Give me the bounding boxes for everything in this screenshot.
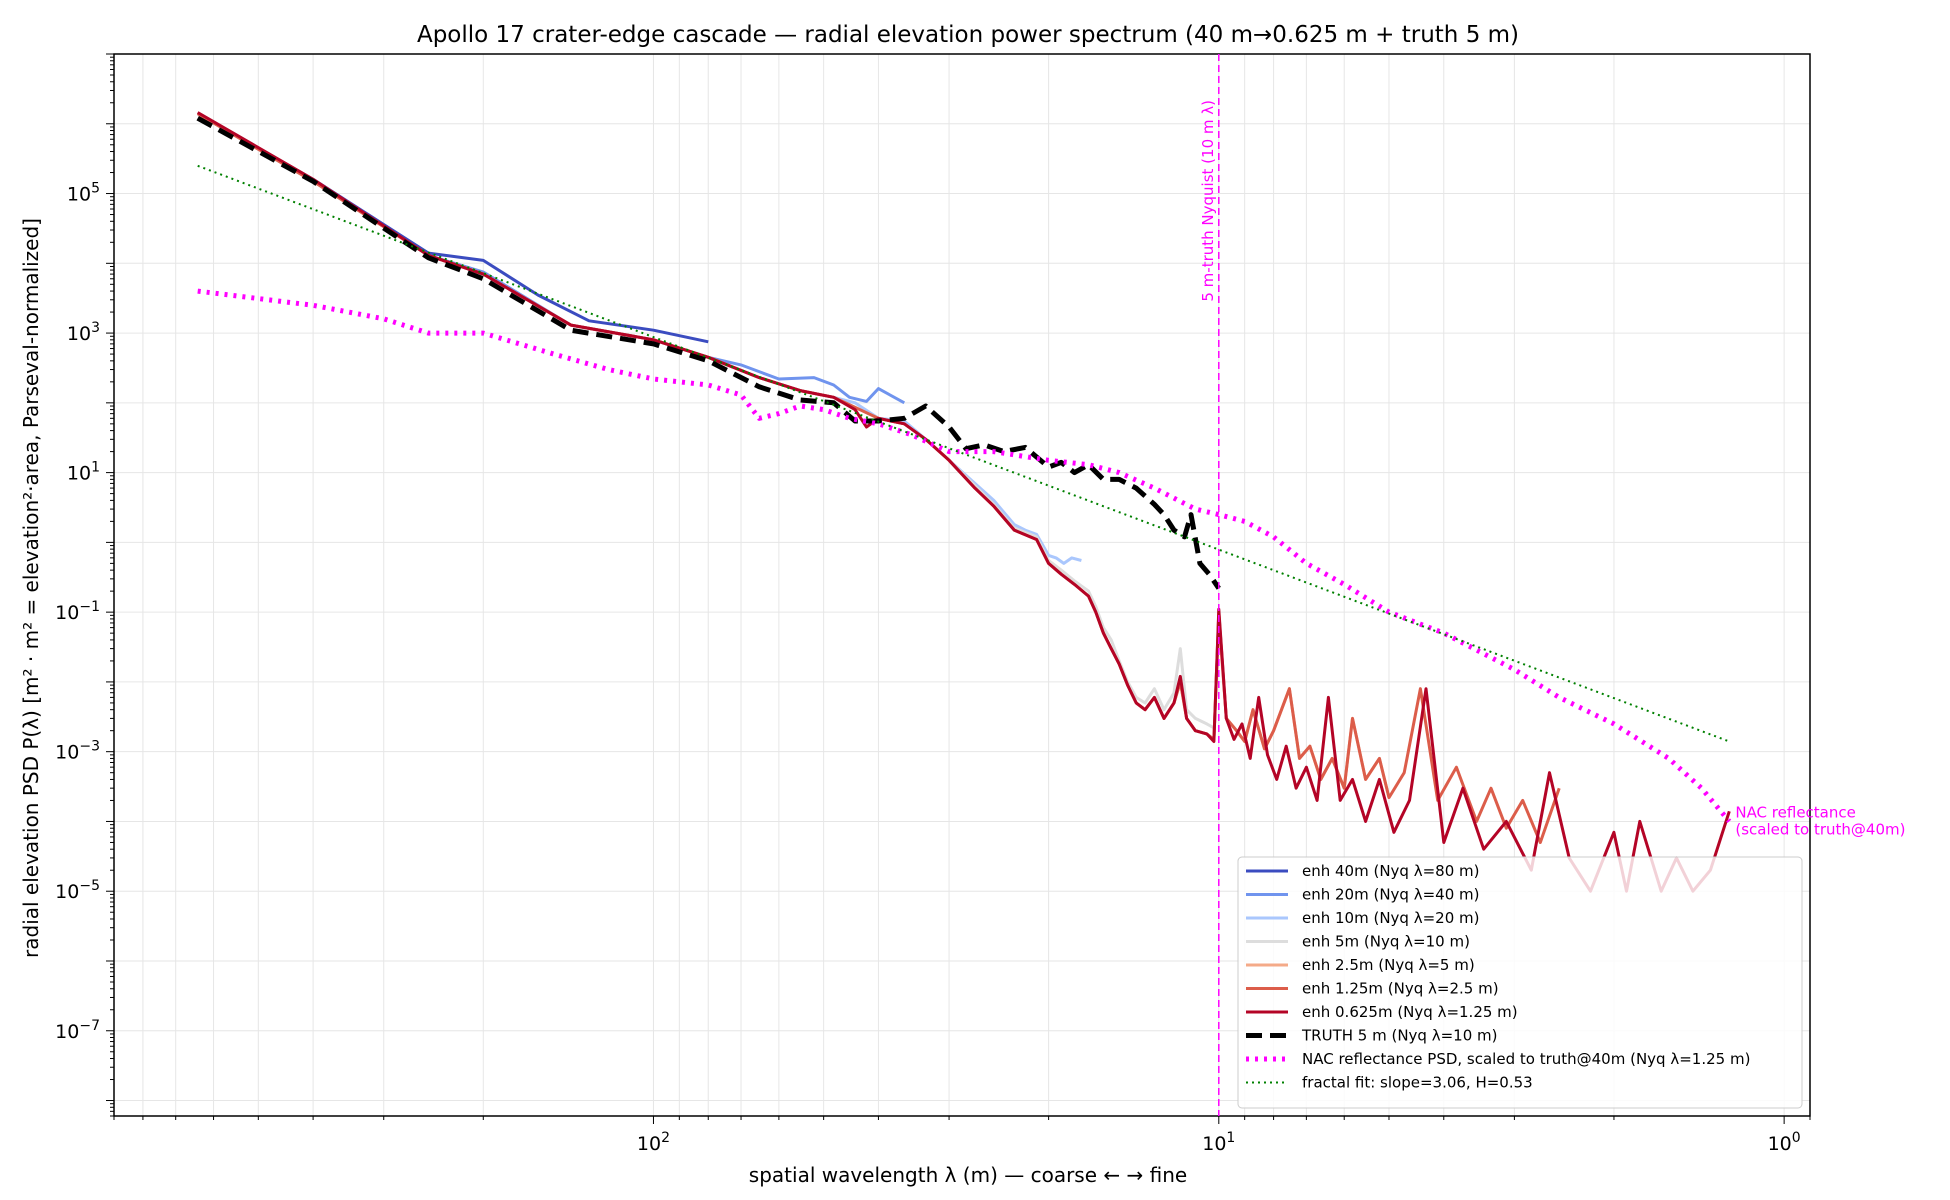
nyquist-label: 5 m-truth Nyquist (10 m λ) [1199,100,1217,302]
series-line-7 [196,116,1221,590]
legend-label: fractal fit: slope=3.06, H=0.53 [1302,1074,1533,1092]
legend-label: enh 40m (Nyq λ=80 m) [1302,862,1479,880]
y-tick-label: 10−7 [55,1018,100,1043]
x-axis-label: spatial wavelength λ (m) — coarse ← → fi… [749,1163,1187,1187]
series-line-1 [196,112,906,405]
legend-box [1237,856,1803,1109]
legend-label: NAC reflectance PSD, scaled to truth@40m… [1302,1050,1750,1068]
legend-label: enh 10m (Nyq λ=20 m) [1302,909,1479,927]
legend-label: enh 1.25m (Nyq λ=2.5 m) [1302,980,1499,998]
x-tick-label: 100 [1768,1130,1801,1155]
series-line-9 [197,164,1730,743]
y-tick-label: 10−5 [55,878,100,903]
nac-annotation: NAC reflectance(scaled to truth@40m) [1735,803,1905,838]
legend-label: enh 20m (Nyq λ=40 m) [1302,886,1479,904]
x-tick-label: 102 [637,1130,670,1155]
legend-label: enh 5m (Nyq λ=10 m) [1302,933,1470,951]
nyquist-vline: 5 m-truth Nyquist (10 m λ) [1199,54,1220,1116]
axes-frame [113,53,1811,1117]
y-tick-label: 101 [67,460,100,485]
chart-title: Apollo 17 crater-edge cascade — radial e… [417,22,1519,48]
plot-area [196,111,1732,893]
y-tick-label: 10−3 [55,739,100,764]
y-tick-label: 10−1 [55,599,100,624]
x-axis: 102 101 100 [113,1116,1811,1155]
annotation-line: (scaled to truth@40m) [1735,820,1905,838]
y-axis: 105 103 101 10−1 10−3 10−5 10−7 [55,53,114,1117]
y-tick-label: 103 [67,320,100,345]
legend-label: enh 2.5m (Nyq λ=5 m) [1302,956,1475,974]
annotation-line: NAC reflectance [1735,803,1856,821]
legend: enh 40m (Nyq λ=80 m) enh 20m (Nyq λ=40 m)… [1237,856,1803,1109]
y-tick-label: 105 [67,181,100,206]
x-tick-label: 101 [1202,1130,1235,1155]
series-line-8 [197,288,1732,824]
series-line-0 [196,112,709,344]
series-line-6 [196,111,1731,893]
y-axis-label: radial elevation PSD P(λ) [m² · m² = ele… [19,218,43,958]
legend-label: TRUTH 5 m (Nyq λ=10 m) [1301,1027,1497,1045]
legend-label: enh 0.625m (Nyq λ=1.25 m) [1302,1003,1518,1021]
